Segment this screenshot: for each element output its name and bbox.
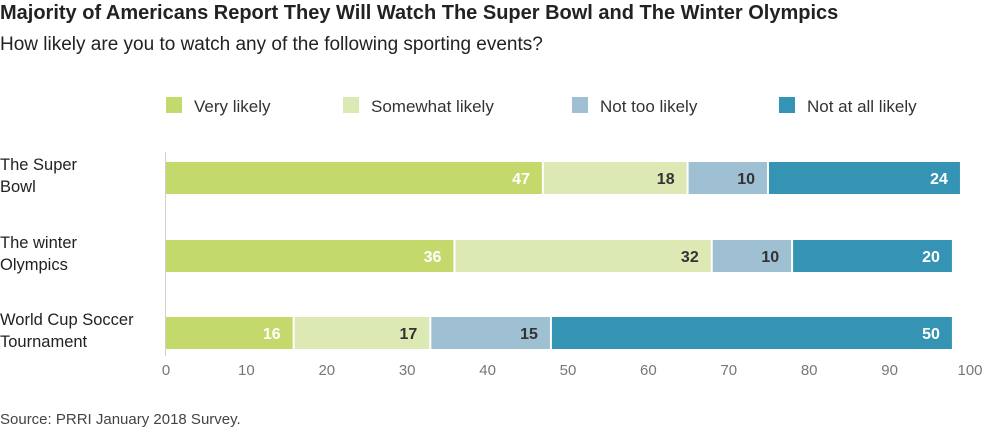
x-tick-label-8: 80 (801, 362, 818, 379)
bar-label-0-0: 47 (512, 171, 530, 188)
bar-2-1 (294, 317, 430, 349)
bar-label-1-0: 36 (424, 249, 442, 266)
legend-label-3: Not at all likely (807, 97, 917, 116)
bar-label-1-2: 10 (761, 249, 779, 266)
x-tick-label-0: 0 (162, 362, 170, 379)
category-labels: The Super Bowl The winter Olympics World Cup… (0, 156, 134, 351)
legend-label-1: Somewhat likely (371, 97, 494, 116)
x-tick-label-6: 60 (640, 362, 657, 379)
bar-label-2-0: 16 (263, 326, 281, 343)
bar-0-0 (166, 162, 542, 194)
x-tick-label-7: 70 (720, 362, 737, 379)
bar-1-1 (455, 240, 711, 272)
bar-1-2 (712, 240, 792, 272)
bar-2-3 (551, 317, 952, 349)
bar-2-2 (431, 317, 550, 349)
x-tick-label-3: 30 (399, 362, 416, 379)
legend: Very likely Somewhat likely Not too likely… (166, 97, 917, 116)
bar-label-2-3: 50 (922, 326, 940, 343)
x-tick-label-5: 50 (560, 362, 577, 379)
legend-label-0: Very likely (194, 97, 271, 116)
x-tick-label-4: 40 (479, 362, 496, 379)
category-label-0: The Super Bowl (0, 156, 78, 196)
x-tick-label-1: 10 (238, 362, 255, 379)
bar-0-2 (688, 162, 767, 194)
bar-2-0 (166, 317, 293, 349)
bar-label-0-3: 24 (930, 171, 948, 188)
category-label-1: The winter Olympics (0, 234, 78, 274)
bar-1-3 (793, 240, 952, 272)
chart-title: Majority of Americans Report They Will W… (0, 2, 839, 24)
chart-subtitle: How likely are you to watch any of the f… (0, 34, 543, 55)
bar-label-0-2: 10 (737, 171, 755, 188)
legend-swatch-3 (779, 97, 795, 113)
x-axis: 0 10 20 30 40 50 60 70 80 90 100 (162, 152, 983, 379)
x-tick-label-10: 100 (957, 362, 982, 379)
source-note: Source: PRRI January 2018 Survey. (0, 411, 241, 428)
legend-swatch-2 (572, 97, 588, 113)
bar-0-1 (543, 162, 687, 194)
legend-label-2: Not too likely (600, 97, 698, 116)
bar-label-0-1: 18 (657, 171, 675, 188)
legend-swatch-1 (343, 97, 359, 113)
bar-label-1-3: 20 (922, 249, 940, 266)
x-tick-label-9: 90 (881, 362, 898, 379)
category-label-2: World Cup Soccer Tournament (0, 311, 134, 351)
bar-label-2-2: 15 (520, 326, 538, 343)
bar-label-1-1: 32 (681, 249, 699, 266)
bar-0-3 (769, 162, 960, 194)
bar-1-0 (166, 240, 454, 272)
bars: 47 18 10 24 36 32 10 20 16 17 15 50 (166, 162, 960, 349)
legend-swatch-0 (166, 97, 182, 113)
x-tick-label-2: 20 (318, 362, 335, 379)
bar-label-2-1: 17 (400, 326, 418, 343)
